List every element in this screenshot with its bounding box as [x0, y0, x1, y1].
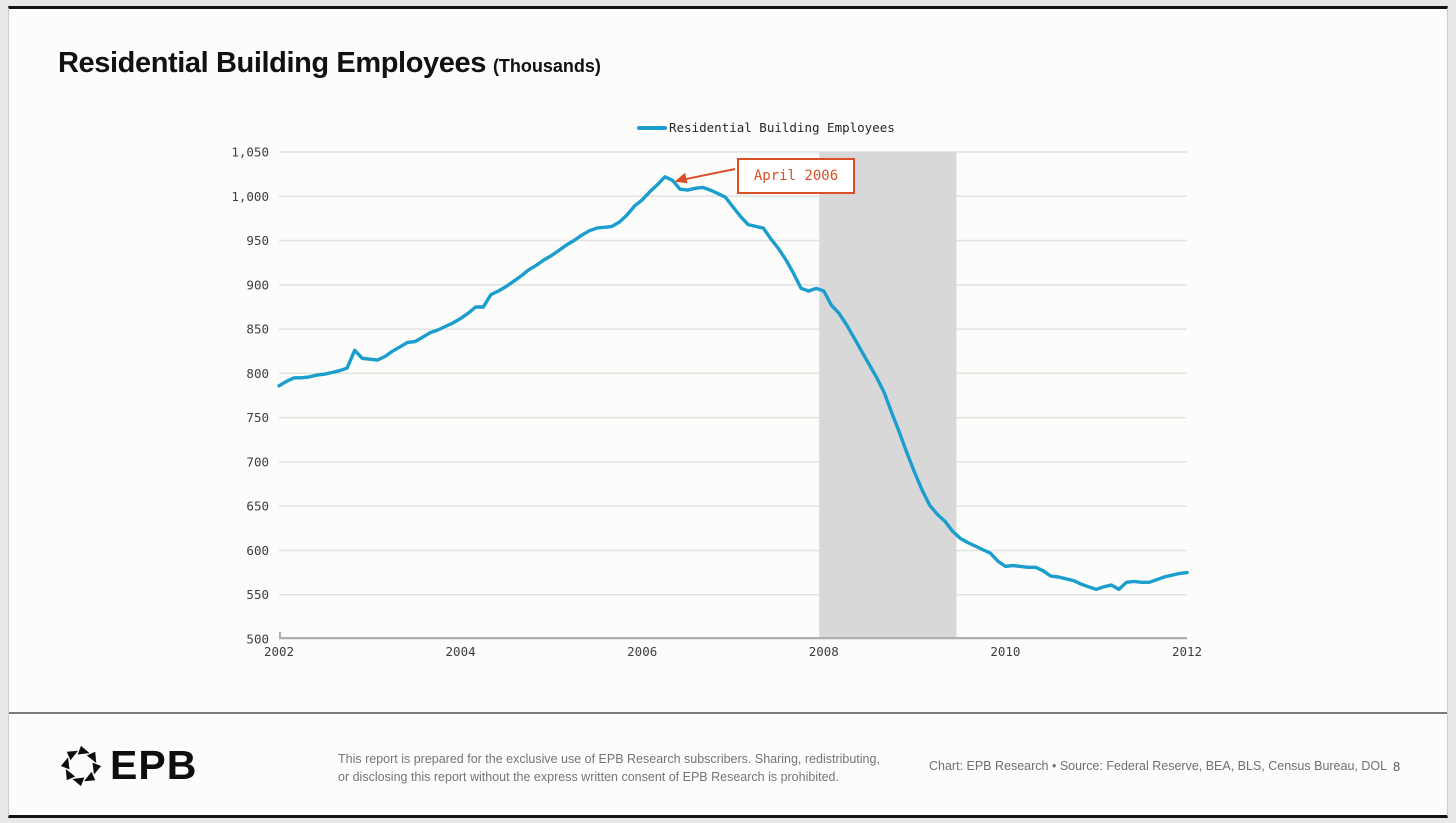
ytick-label-650: 650: [246, 499, 269, 514]
xtick-label-2004: 2004: [446, 644, 476, 659]
epb-logo-wedge: [84, 771, 96, 781]
legend-line-swatch: [637, 125, 667, 130]
xtick-label-2006: 2006: [627, 644, 657, 659]
chart-title-units: (Thousands): [492, 56, 601, 76]
xtick-label-2002: 2002: [264, 644, 294, 659]
epb-logo-text: EPB: [110, 742, 198, 788]
ytick-label-850: 850: [246, 322, 269, 337]
chart-title: Residential Building Employees: [58, 47, 486, 79]
ytick-label-550: 550: [246, 587, 269, 602]
ytick-label-1050: 1,050: [231, 145, 269, 160]
page-number: 8: [1393, 759, 1401, 774]
footer-divider: [9, 712, 1447, 714]
xtick-label-2010: 2010: [990, 644, 1020, 659]
ytick-label-700: 700: [246, 454, 269, 469]
epb-logo-wedge: [92, 762, 102, 775]
xtick-label-2012: 2012: [1172, 644, 1202, 659]
ytick-label-600: 600: [246, 543, 269, 558]
epb-logo-wedge: [77, 745, 90, 754]
legend-label: Residential Building Employees: [669, 120, 895, 135]
recession-band: [819, 152, 957, 637]
disclaimer-text: This report is prepared for the exclusiv…: [338, 750, 880, 786]
annotation-april-2006: April 2006: [737, 158, 855, 194]
epb-logo-wedge: [86, 751, 97, 763]
page-title: Residential Building Employees (Thousands…: [58, 47, 601, 80]
disclaimer-line-1: This report is prepared for the exclusiv…: [338, 752, 880, 766]
ytick-label-950: 950: [246, 233, 269, 248]
xtick-label-2008: 2008: [809, 644, 839, 659]
epb-logo-wedge: [66, 750, 78, 760]
epb-logo-icon: [60, 745, 102, 786]
chart-source-credit: Chart: EPB Research • Source: Federal Re…: [929, 759, 1388, 773]
epb-logo-wedge: [65, 768, 76, 780]
chart-canvas: 500 550 600 650 700 750 800 850 900 950 1,000 1,050…: [231, 145, 1202, 660]
ytick-label-800: 800: [246, 366, 269, 381]
epb-logo-wedge: [60, 756, 70, 769]
ytick-label-900: 900: [246, 277, 269, 292]
annotation-arrow-shaft: [684, 168, 736, 181]
chart-legend: Residential Building Employees: [637, 120, 895, 135]
ytick-label-500: 500: [246, 632, 269, 647]
ytick-label-750: 750: [246, 410, 269, 425]
employees-line-series: [277, 175, 1189, 592]
epb-logo: EPB: [58, 742, 197, 789]
epb-logo-wedge: [72, 777, 85, 786]
annotation-arrow-head: [674, 172, 688, 184]
report-page: Residential Building Employees (Thousands…: [8, 6, 1448, 818]
disclaimer-line-2: or disclosing this report without the ex…: [338, 770, 839, 784]
ytick-label-1000: 1,000: [231, 189, 269, 204]
